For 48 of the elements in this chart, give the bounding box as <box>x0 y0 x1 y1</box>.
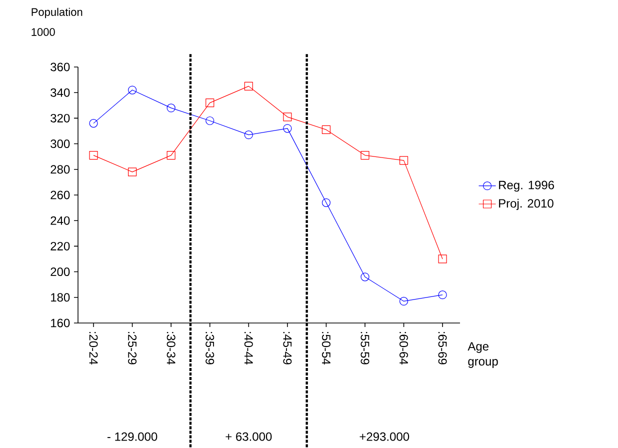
text: +293.000 <box>360 432 410 441</box>
y-tick-label: 180 <box>51 293 70 302</box>
legend-label: Proj. 2010 <box>499 198 554 210</box>
x-axis-title: Age group <box>468 342 498 368</box>
point <box>322 198 331 207</box>
point <box>89 119 98 128</box>
point <box>283 112 292 122</box>
text: - 129.000 <box>107 432 158 441</box>
legend-label: Reg. 1996 <box>499 180 554 192</box>
point <box>283 124 292 133</box>
point <box>438 290 447 300</box>
y-tick-label: 220 <box>50 242 70 250</box>
point <box>128 86 137 94</box>
point <box>399 296 408 306</box>
x-tick-label: :25-29 <box>128 332 137 364</box>
x-tick-label: :45-49 <box>283 332 292 364</box>
text: + 63.000 <box>226 432 272 441</box>
y-tick-label: 200 <box>50 268 70 276</box>
x-tick-label: :55-59 <box>360 332 370 364</box>
point <box>322 125 331 134</box>
point <box>206 116 214 126</box>
point <box>244 82 253 90</box>
point <box>128 168 137 176</box>
point <box>360 272 370 282</box>
y-tick-label: 360 <box>50 62 70 72</box>
point <box>89 151 98 160</box>
x-tick-label: :40-44 <box>244 332 253 365</box>
x-tick-label: :20-24 <box>89 332 98 365</box>
y-tick-label: 300 <box>50 140 70 148</box>
point <box>166 104 176 112</box>
x-tick-label: :50-54 <box>322 332 330 365</box>
point <box>399 156 408 165</box>
x-tick-label: :65-69 <box>438 332 447 364</box>
x-tick-label: :35-39 <box>206 332 214 364</box>
point <box>244 130 253 140</box>
y-tick-label: 240 <box>50 216 70 225</box>
x-tick-label: :60-64 <box>400 332 408 365</box>
y-axis-title: Population 1000 <box>32 8 82 36</box>
x-tick-label: :30-34 <box>166 332 176 365</box>
y-tick-label: 340 <box>50 88 70 97</box>
y-tick-label: 260 <box>50 190 70 200</box>
point <box>438 254 447 264</box>
point <box>206 98 214 108</box>
y-tick-label: 280 <box>50 165 70 174</box>
y-tick-label: 160 <box>51 318 70 328</box>
point <box>360 151 370 160</box>
point <box>166 151 176 160</box>
y-tick-label: 320 <box>50 114 70 122</box>
